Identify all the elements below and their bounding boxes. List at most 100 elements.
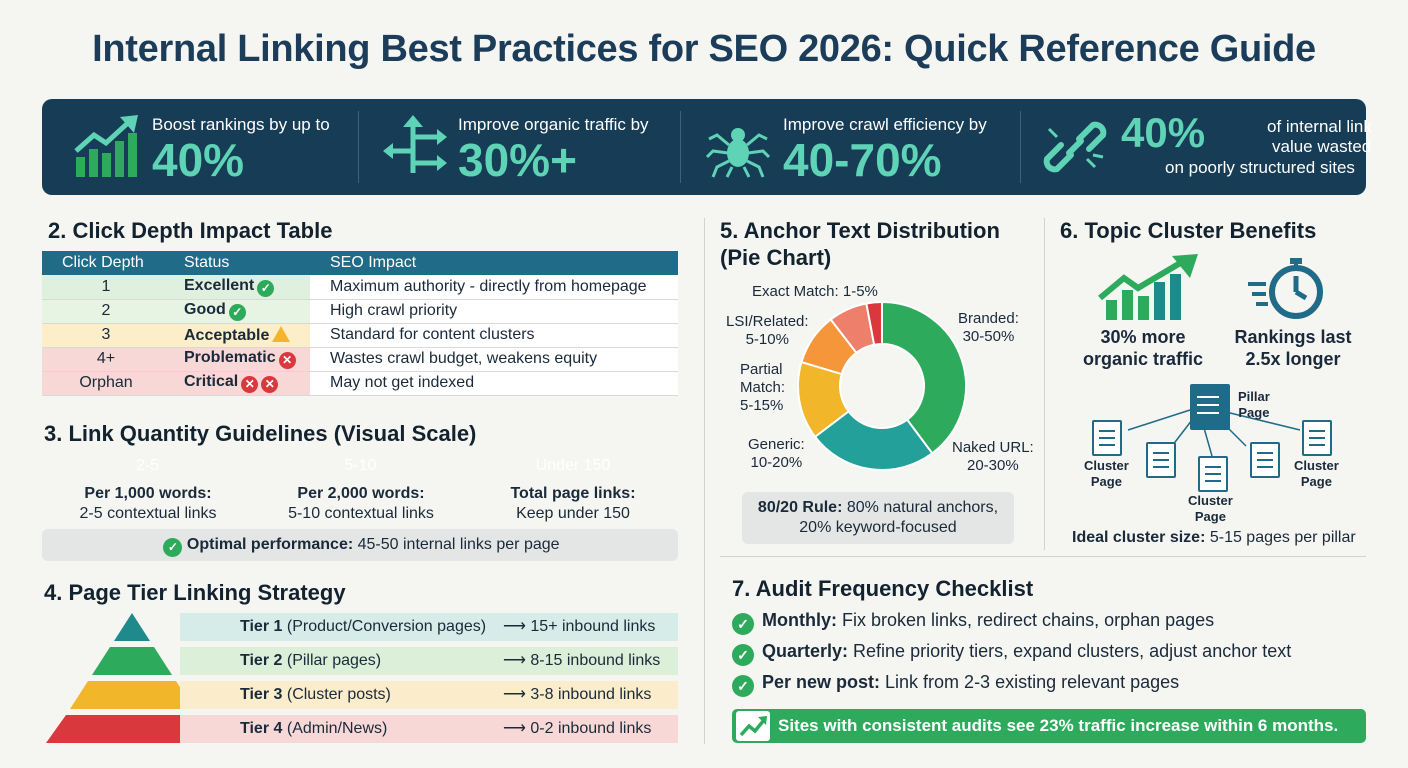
- tier-desc: (Pillar pages): [286, 652, 382, 669]
- optimal-text: 45-50 internal links per page: [357, 536, 560, 553]
- scale-bar-mid: 5-10: [344, 457, 377, 474]
- status-cell: Acceptable: [170, 323, 310, 348]
- checklist-label: Monthly:: [762, 610, 837, 630]
- directional-arrows-icon: [383, 115, 447, 173]
- audit-result-banner: Sites with consistent audits see 23% tra…: [732, 709, 1366, 743]
- tier-name: Tier 2: [240, 652, 283, 669]
- depth-cell: Orphan: [42, 371, 170, 396]
- depth-cell: 2: [42, 299, 170, 324]
- tier-name: Tier 3: [240, 686, 283, 703]
- trending-up-icon: [736, 711, 770, 741]
- check-icon: ✓: [732, 675, 754, 697]
- checklist-item: ✓ Quarterly: Refine priority tiers, expan…: [732, 641, 1291, 666]
- pie-slice-naked-url: [813, 409, 934, 471]
- x-circle-icon: ✕: [241, 376, 259, 393]
- impact-cell: Maximum authority - directly from homepa…: [310, 275, 678, 300]
- status-text: Excellent: [184, 276, 255, 294]
- stat-caption: Improve organic traffic by: [458, 115, 649, 134]
- stat-rankings: Boost rankings by up to 40%: [42, 99, 358, 195]
- growth-chart-icon: [1098, 254, 1198, 320]
- ideal-text: 5-15 pages per pillar: [1205, 529, 1356, 546]
- tier-links: 15+ inbound links: [530, 618, 656, 635]
- benefit-traffic: 30% more organic traffic: [1066, 326, 1220, 370]
- rule-text: 20% keyword-focused: [799, 519, 957, 536]
- status-text: Problematic: [184, 349, 276, 366]
- tier-pyramid: [46, 613, 218, 743]
- checklist-item: ✓ Monthly: Fix broken links, redirect cha…: [732, 610, 1214, 635]
- arrow-icon: ⟶: [503, 720, 526, 737]
- status-text: Critical: [184, 373, 239, 390]
- divider: [1020, 111, 1021, 183]
- rule-text: 80% natural anchors,: [842, 499, 999, 516]
- cluster-page-icon: [1198, 456, 1228, 492]
- cluster-page-icon: [1250, 442, 1280, 478]
- cluster-label-text: Cluster: [1084, 458, 1129, 473]
- table-row: 3 Acceptable Standard for content clusters: [42, 323, 678, 348]
- checklist-text: Fix broken links, redirect chains, orpha…: [836, 610, 1215, 630]
- cluster-label: Cluster Page: [1188, 493, 1233, 525]
- ideal-label: Ideal cluster size:: [1072, 529, 1206, 546]
- section-heading: 5. Anchor Text Distribution: [720, 218, 1000, 243]
- benefit-rankings: Rankings last 2.5x longer: [1216, 326, 1370, 370]
- section-heading: 6. Topic Cluster Benefits: [1060, 218, 1317, 243]
- stat-caption: on poorly structured sites: [1165, 158, 1355, 177]
- table-row: 4+ Problematic ✕ Wastes crawl budget, weake…: [42, 347, 678, 372]
- pie-label-generic: Generic: 10-20%: [748, 436, 805, 471]
- pie-slice-exact-match: [865, 300, 883, 346]
- tier-desc: (Cluster posts): [286, 686, 391, 703]
- benefit-text: organic traffic: [1082, 349, 1204, 369]
- warning-icon: [272, 325, 291, 342]
- cluster-label-text: Page: [1090, 474, 1122, 489]
- section-heading: 7. Audit Frequency Checklist: [732, 576, 1034, 601]
- click-depth-table: Click Depth Status SEO Impact 1 Excellent…: [42, 251, 678, 396]
- benefit-text: 2.5x longer: [1245, 349, 1341, 369]
- stat-value: 40-70%: [783, 134, 942, 186]
- pie-label-branded: Branded: 30-50%: [958, 310, 1019, 345]
- pie-label-naked: Naked URL: 20-30%: [952, 439, 1034, 474]
- benefit-text: Rankings last: [1234, 327, 1352, 347]
- status-cell: Good ✓: [170, 299, 310, 324]
- guideline: Per 1,000 words: 2-5 contextual links: [42, 484, 254, 524]
- section-heading: (Pie Chart): [720, 245, 832, 270]
- column-divider: [704, 218, 705, 744]
- spider-icon: [705, 128, 771, 178]
- guideline: Per 2,000 words: 5-10 contextual links: [255, 484, 467, 524]
- row-divider: [720, 556, 1366, 557]
- cluster-label: Cluster Page: [1294, 458, 1339, 490]
- divider: [680, 111, 681, 183]
- cluster-label: Cluster Page: [1084, 458, 1129, 490]
- tier-name: Tier 4: [240, 720, 283, 737]
- tier-row: Tier 2 (Pillar pages) ⟶ 8-15 inbound link…: [180, 647, 678, 675]
- audit-result-text: Sites with consistent audits see 23% tra…: [778, 716, 1339, 735]
- check-icon: ✓: [732, 644, 754, 666]
- cluster-page-icon: [1146, 442, 1176, 478]
- tier-row: Tier 4 (Admin/News) ⟶ 0-2 inbound links: [180, 715, 678, 743]
- guideline-text: 5-10 contextual links: [288, 505, 434, 522]
- stat-caption: value wasted: [1272, 137, 1372, 156]
- pie-label-exact: Exact Match: 1-5%: [752, 283, 878, 300]
- guideline-text: 2-5 contextual links: [79, 505, 217, 522]
- page-title: Internal Linking Best Practices for SEO …: [92, 28, 1316, 70]
- tier-links: 8-15 inbound links: [530, 652, 661, 669]
- stat-value: 40%: [152, 134, 245, 186]
- tier-links: 3-8 inbound links: [530, 686, 652, 703]
- check-icon: ✓: [257, 279, 275, 297]
- table-row: Orphan Critical ✕ ✕ May not get indexed: [42, 371, 678, 396]
- cluster-page-icon: [1302, 420, 1332, 456]
- cluster-label-text: Cluster: [1188, 493, 1233, 508]
- arrow-icon: ⟶: [503, 652, 526, 669]
- stat-wasted: 40% of internal link value wasted on poo…: [1021, 99, 1372, 195]
- cluster-label-text: Page: [1194, 509, 1226, 524]
- x-circle-icon: ✕: [278, 352, 296, 369]
- check-icon: ✓: [228, 304, 246, 321]
- section-heading: 2. Click Depth Impact Table: [48, 218, 333, 243]
- column-header: Status: [170, 251, 310, 275]
- stat-caption: Boost rankings by up to: [152, 115, 330, 134]
- rule-callout: 80/20 Rule: 80% natural anchors, 20% keyw…: [742, 492, 1014, 544]
- column-divider: [1044, 218, 1045, 550]
- impact-cell: Wastes crawl budget, weakens equity: [310, 347, 678, 372]
- tier-desc: (Product/Conversion pages): [286, 618, 487, 635]
- table-row: 1 Excellent ✓ Maximum authority - directly …: [42, 275, 678, 300]
- stats-banner: Boost rankings by up to 40% Improve orga…: [42, 99, 1372, 195]
- checklist-text: Refine priority tiers, expand clusters, …: [848, 641, 1292, 661]
